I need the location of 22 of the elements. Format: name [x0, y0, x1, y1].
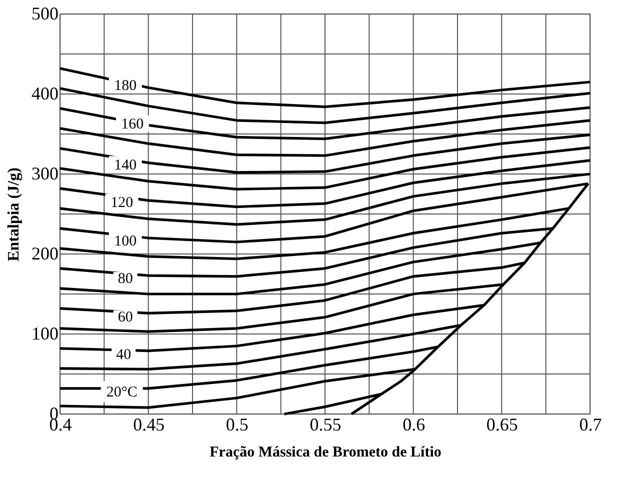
x-axis-title: Fração Mássica de Brometo de Lítio — [210, 444, 442, 460]
x-tick-label: 0.45 — [133, 414, 165, 434]
annotation: 60 — [118, 309, 133, 326]
y-tick-label: 300 — [32, 164, 58, 184]
annotation: 100 — [114, 233, 137, 250]
y-axis-title: Entalpia (J/g) — [6, 168, 22, 262]
y-tick-label: 400 — [32, 84, 58, 104]
annotation: 80 — [118, 271, 133, 287]
annotation: 140 — [114, 157, 137, 174]
annotation: 40 — [116, 347, 132, 363]
annotation: 20°C — [106, 384, 138, 401]
annotation: 120 — [110, 195, 134, 211]
x-tick-label: 0.6 — [402, 414, 426, 434]
x-tick-label: 0.65 — [486, 414, 518, 434]
annotation: 180 — [114, 78, 137, 94]
y-tick-label: 100 — [32, 324, 58, 344]
annotation: 160 — [121, 116, 144, 133]
y-tick-label: 500 — [32, 4, 58, 24]
x-tick-label: 0.55 — [310, 414, 342, 434]
x-tick-label: 0.7 — [579, 414, 602, 434]
y-tick-label: 200 — [32, 244, 58, 264]
x-tick-label: 0.5 — [226, 414, 248, 434]
